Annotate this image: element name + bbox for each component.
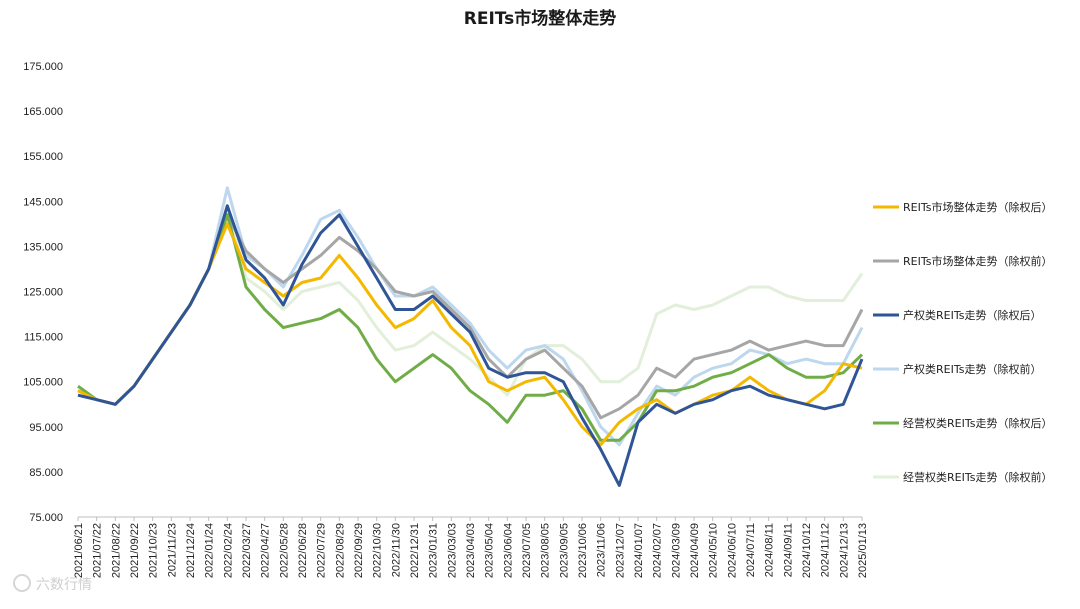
series-lines — [77, 186, 864, 487]
x-tick-label: 2022/07/29 — [316, 523, 328, 578]
x-tick-label: 2024/02/07 — [652, 523, 664, 578]
y-tick-label: 105.000 — [23, 377, 63, 389]
x-tick-label: 2023/06/04 — [502, 523, 514, 578]
x-tick-label: 2021/08/22 — [110, 523, 122, 578]
x-tick-label: 2024/03/09 — [670, 523, 682, 578]
x-tick-label: 2022/05/28 — [278, 523, 290, 578]
legend-label: 经营权类REITs走势（除权前） — [903, 470, 1052, 484]
x-tick-label: 2023/07/05 — [521, 523, 533, 578]
x-tick-label: 2024/06/10 — [726, 523, 738, 578]
x-tick-label: 2024/05/10 — [708, 523, 720, 578]
x-tick-label: 2022/09/29 — [353, 523, 365, 578]
x-tick-label: 2022/02/24 — [222, 523, 234, 578]
x-tick-label: 2023/12/07 — [614, 523, 626, 578]
y-axis-ticks: 75.000 85.000 95.000 105.000 115.000 125.000 1… — [23, 61, 63, 524]
y-tick-label: 165.000 — [23, 106, 63, 118]
x-tick-label: 2022/11/30 — [390, 523, 402, 577]
x-tick-label: 2023/04/03 — [465, 523, 477, 578]
legend-label: REITs市场整体走势（除权后） — [903, 200, 1052, 214]
x-tick-label: 2024/10/12 — [801, 523, 813, 578]
y-tick-label: 125.000 — [23, 287, 63, 299]
y-tick-label: 115.000 — [24, 332, 63, 344]
series-line-5 — [77, 204, 864, 406]
x-tick-label: 2021/06/21 — [73, 523, 85, 578]
x-tick-label: 2022/04/27 — [260, 523, 272, 578]
legend-label: 产权类REITs走势（除权后） — [903, 308, 1041, 322]
legend-label: 经营权类REITs走势（除权后） — [903, 416, 1052, 430]
x-tick-label: 2024/12/13 — [838, 523, 850, 578]
x-tick-label: 2021/11/23 — [166, 523, 178, 577]
x-tick-label: 2023/09/05 — [558, 523, 570, 578]
y-tick-label: 175.000 — [23, 61, 63, 73]
x-tick-label: 2024/08/11 — [764, 523, 776, 577]
x-tick-label: 2022/10/30 — [372, 523, 384, 578]
x-tick-label: 2025/01/13 — [857, 523, 869, 578]
x-tick-label: 2023/08/05 — [540, 523, 552, 578]
x-tick-label: 2021/07/22 — [92, 523, 104, 578]
x-tick-label: 2024/01/07 — [633, 523, 645, 578]
x-tick-label: 2021/09/22 — [129, 523, 141, 578]
y-tick-label: 145.000 — [23, 196, 63, 208]
x-tick-label: 2023/11/06 — [596, 523, 608, 577]
legend: REITs市场整体走势（除权后） REITs市场整体走势（除权前） 产权类REITs… — [873, 200, 1052, 484]
y-tick-label: 75.000 — [29, 512, 63, 524]
legend-label: REITs市场整体走势（除权前） — [903, 254, 1052, 268]
watermark-logo-icon — [13, 574, 31, 592]
x-tick-label: 2022/12/31 — [409, 523, 421, 578]
x-tick-label: 2022/01/24 — [204, 523, 216, 578]
y-tick-label: 85.000 — [29, 467, 63, 479]
x-tick-label: 2023/10/06 — [577, 523, 589, 578]
x-tick-label: 2024/04/09 — [689, 523, 701, 578]
x-tick-label: 2022/03/27 — [241, 523, 253, 578]
y-tick-label: 95.000 — [29, 422, 63, 434]
x-axis-ticks: 2021/06/21 2021/07/22 2021/08/22 2021/09/22… — [73, 517, 869, 578]
watermark-text: 六数行情 — [36, 577, 92, 593]
y-tick-label: 135.000 — [23, 241, 63, 253]
x-tick-label: 2024/09/11 — [782, 523, 794, 577]
x-tick-label: 2023/05/04 — [484, 523, 496, 578]
series-line-2 — [77, 204, 864, 487]
x-tick-label: 2021/10/23 — [148, 523, 160, 578]
x-tick-label: 2023/01/31 — [428, 523, 440, 578]
series-line-3 — [77, 186, 864, 447]
x-tick-label: 2023/03/03 — [446, 523, 458, 578]
x-tick-label: 2022/08/29 — [334, 523, 346, 578]
x-tick-label: 2022/06/28 — [297, 523, 309, 578]
watermark: 六数行情 — [13, 574, 92, 593]
chart-title: REITs市场整体走势 — [464, 8, 617, 29]
x-tick-label: 2021/12/24 — [185, 523, 197, 578]
x-tick-label: 2024/07/11 — [745, 523, 757, 577]
y-tick-label: 155.000 — [23, 151, 63, 163]
x-tick-label: 2024/11/12 — [820, 523, 832, 577]
legend-label: 产权类REITs走势（除权前） — [903, 362, 1041, 376]
